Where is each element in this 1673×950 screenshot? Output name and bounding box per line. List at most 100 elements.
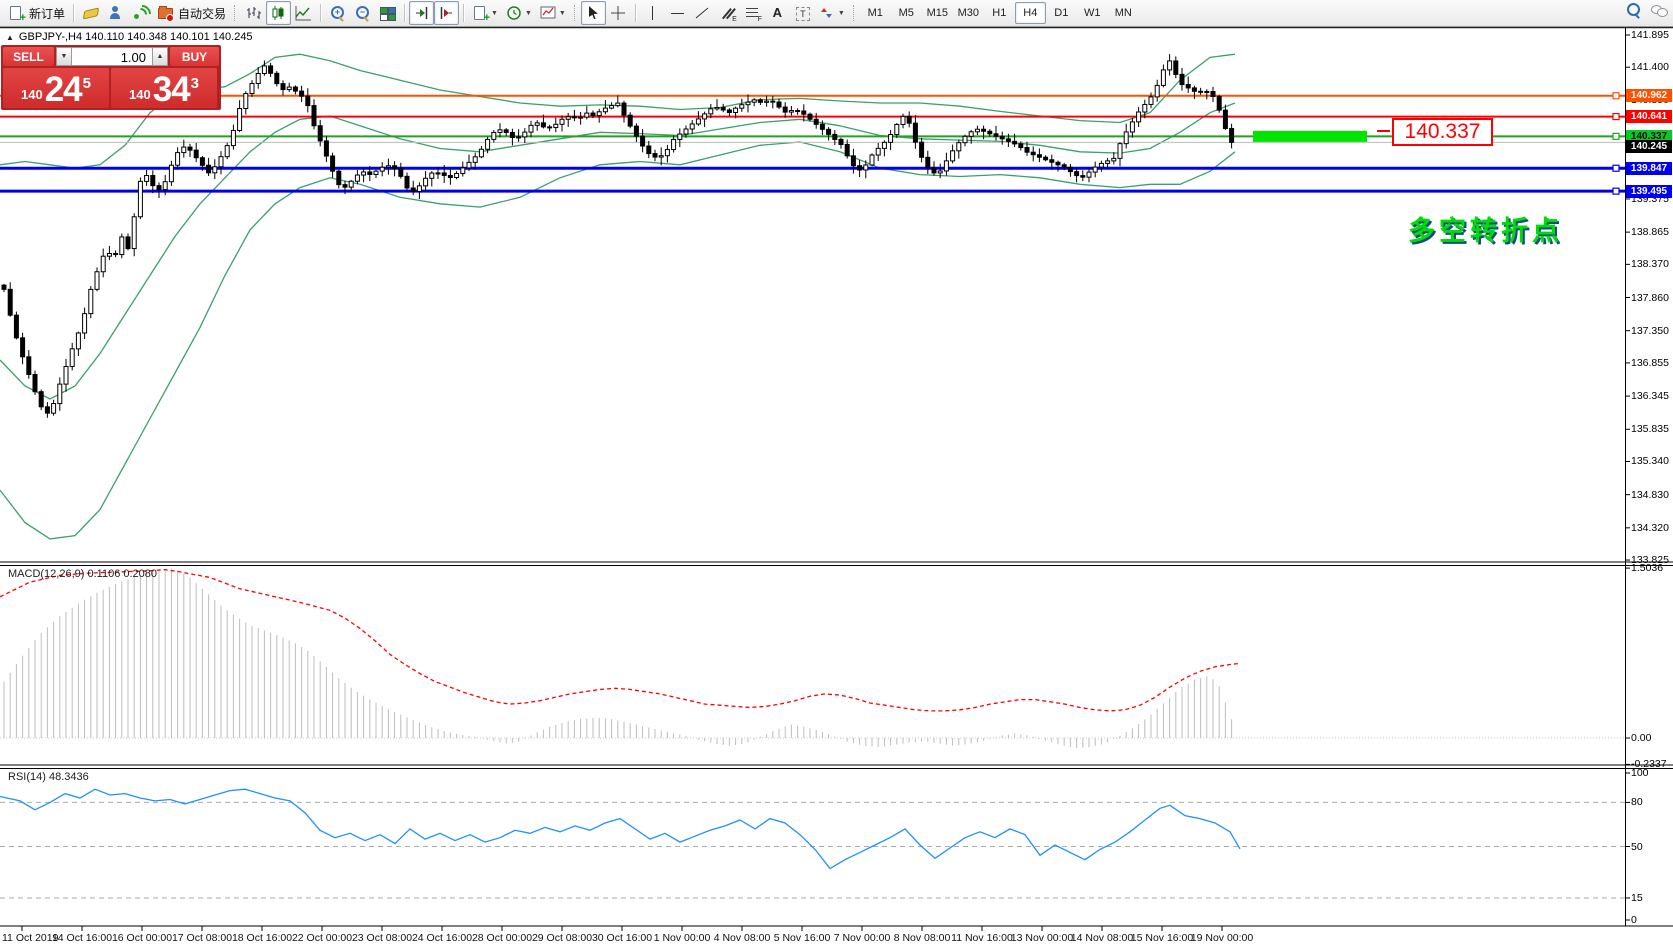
buy-price-sup: 3	[190, 75, 199, 92]
highlight-green-bar[interactable]	[1253, 130, 1367, 142]
channel-icon: E	[719, 5, 737, 23]
annotation-note-text[interactable]: 多空转折点	[1408, 216, 1563, 246]
price-axis-badge: 139.495	[1626, 185, 1672, 198]
timeframe-button-h1[interactable]: H1	[992, 7, 1007, 19]
candle-body	[478, 148, 484, 158]
candle-body	[441, 172, 447, 176]
timeframe-button-d1[interactable]: D1	[1054, 7, 1069, 19]
candle-body	[1098, 162, 1104, 168]
candle-body	[57, 383, 63, 405]
auto-trading-button[interactable]: 自动交易	[153, 1, 230, 25]
buy-price-box[interactable]: 140 34 3	[111, 68, 217, 108]
candle-body	[819, 123, 825, 130]
sell-price-box[interactable]: 140 24 5	[3, 68, 109, 108]
candle-body	[757, 99, 763, 103]
timeframe-button-m15[interactable]: M15	[926, 7, 948, 19]
bar-chart-button[interactable]	[241, 1, 266, 25]
x-axis-label: 19 Nov 00:00	[1190, 932, 1254, 944]
level-line-marker[interactable]	[1612, 92, 1620, 100]
x-axis-label: 1 Nov 00:00	[653, 932, 711, 944]
sell-price-big: 140	[21, 87, 43, 102]
level-line-marker[interactable]	[1612, 132, 1620, 140]
cursor-tool-button[interactable]	[580, 1, 606, 25]
annotation-price-box[interactable]: 140.337	[1392, 118, 1493, 146]
zoom-out-button[interactable]: −	[350, 1, 375, 25]
text-tool[interactable]: A	[765, 1, 790, 25]
search-icon[interactable]	[1625, 2, 1642, 19]
candle-body	[1148, 96, 1154, 105]
text-label-tool[interactable]: T	[790, 1, 815, 25]
volume-decrease-button[interactable]: ▼	[56, 47, 72, 66]
buy-button[interactable]: BUY	[170, 47, 219, 66]
line-chart-button[interactable]	[291, 1, 316, 25]
volume-increase-button[interactable]: ▲	[152, 47, 168, 66]
timeframe-button-mn[interactable]: MN	[1114, 7, 1132, 19]
candle-body	[1179, 73, 1185, 86]
candle-body	[44, 406, 50, 414]
symbol-header: ▲ GBPJPY-,H4 140.110 140.348 140.101 140…	[6, 31, 253, 43]
candle-body	[658, 155, 664, 158]
candle-body	[987, 130, 993, 135]
x-axis-label: 13 Nov 00:00	[1010, 932, 1074, 944]
main-toolbar: + 新订单 自动交易	[0, 0, 1673, 27]
candle-body	[261, 65, 267, 74]
level-line-marker[interactable]	[1612, 112, 1620, 121]
candle-body	[627, 114, 633, 127]
auto-trading-icon	[157, 5, 175, 22]
periods-button[interactable]: ▼	[502, 1, 536, 25]
signals-button[interactable]	[128, 1, 155, 27]
history-center-button[interactable]	[78, 1, 103, 25]
timeframe-button-w1[interactable]: W1	[1084, 7, 1101, 19]
level-line-marker[interactable]	[1612, 164, 1620, 172]
candle-body	[776, 101, 782, 108]
indicators-button[interactable]: + ▼	[468, 1, 502, 25]
timeframe-button-m5[interactable]: M5	[898, 7, 914, 19]
tile-windows-button[interactable]	[375, 1, 400, 25]
candle-body	[1185, 84, 1191, 89]
vertical-line-tool[interactable]	[640, 1, 665, 25]
level-line-marker[interactable]	[1612, 187, 1620, 195]
candle-body	[1216, 95, 1222, 111]
candle-body	[330, 155, 336, 172]
crosshair-tool-button[interactable]	[606, 1, 631, 25]
chat-icon[interactable]	[1650, 2, 1668, 18]
timeframe-button-m30[interactable]: M30	[957, 7, 979, 19]
candle-body	[702, 113, 708, 120]
candle-body	[863, 164, 869, 171]
timeframe-button-h4[interactable]: H4	[1014, 2, 1046, 24]
zoom-in-button[interactable]: +	[325, 1, 350, 25]
candle-body	[1061, 164, 1067, 168]
community-button[interactable]	[103, 1, 128, 25]
fibonacci-tool[interactable]: F	[740, 1, 765, 25]
templates-button[interactable]: ▼	[536, 1, 570, 25]
candle-body	[875, 147, 881, 156]
collapse-icon[interactable]: ▲	[6, 32, 14, 42]
candle-body	[206, 164, 212, 174]
candle-body	[113, 253, 119, 256]
candle-body	[472, 156, 478, 163]
volume-field[interactable]: 1.00	[72, 47, 152, 66]
drag-handle	[852, 5, 856, 21]
candlestick-chart-button[interactable]	[266, 1, 292, 25]
trendline-tool[interactable]	[690, 1, 715, 25]
candle-body	[26, 356, 32, 375]
candle-body	[943, 160, 949, 172]
new-order-button[interactable]: + 新订单	[4, 1, 69, 25]
candle-body	[826, 128, 832, 135]
candle-body	[528, 124, 534, 133]
sell-button[interactable]: SELL	[3, 47, 54, 66]
candle-body	[187, 146, 193, 151]
x-axis-label: 11 Oct 2019	[2, 932, 59, 944]
arrows-tool[interactable]: ▼	[815, 1, 849, 25]
chart-shift-button[interactable]	[434, 1, 460, 25]
channel-tool[interactable]: E	[715, 1, 740, 25]
candle-body	[739, 104, 745, 109]
auto-scroll-button[interactable]	[409, 1, 435, 25]
candle-body	[398, 168, 404, 177]
candle-body	[1136, 111, 1142, 123]
candle-body	[1036, 154, 1042, 158]
horizontal-line-tool[interactable]	[665, 1, 690, 25]
candle-body	[1067, 166, 1073, 173]
timeframe-button-m1[interactable]: M1	[867, 7, 883, 19]
